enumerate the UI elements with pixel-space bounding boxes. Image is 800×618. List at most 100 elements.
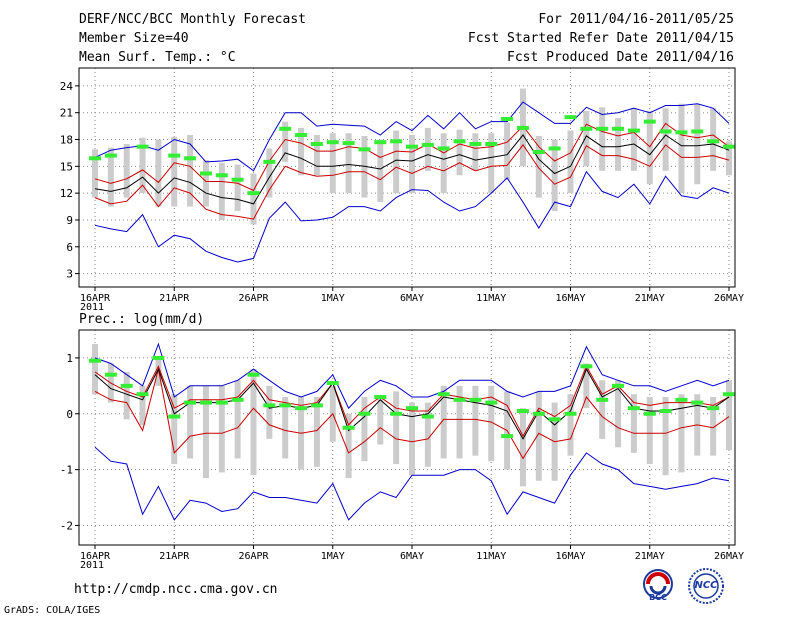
obs-marker [548, 146, 561, 151]
ensemble-box [250, 173, 257, 225]
ensemble-box [171, 136, 178, 207]
x-tick-label: 26APR [238, 293, 269, 304]
ensemble-box [646, 110, 653, 185]
obs-marker [374, 140, 387, 145]
variable-label: Mean Surf. Temp.: °C [79, 50, 236, 65]
ensemble-box [409, 135, 415, 194]
ensemble-box [630, 108, 637, 171]
ensemble-box [519, 408, 526, 487]
ensemble-box [726, 380, 732, 451]
obs-marker [342, 425, 355, 430]
ensemble-box [218, 162, 225, 220]
obs-marker [453, 139, 466, 144]
y-tick-label: 6 [66, 241, 73, 254]
obs-marker [532, 411, 545, 416]
x-tick-year: 2011 [80, 302, 104, 313]
mean-minus-sd-line [94, 144, 730, 220]
obs-marker [627, 128, 640, 133]
obs-marker [374, 395, 387, 400]
obs-marker [199, 400, 212, 405]
ensemble-box [456, 129, 463, 176]
ensemble-box [456, 385, 463, 459]
plot-frame [78, 329, 736, 546]
ensemble-box [345, 133, 352, 194]
x-tick-label: 16APR [80, 293, 111, 304]
obs-marker [485, 141, 498, 146]
ensemble-box [710, 397, 717, 456]
obs-marker [469, 141, 482, 146]
ensemble-box [123, 371, 130, 420]
obs-marker [247, 372, 260, 377]
precip-title: Prec.: log(mm/d) [79, 312, 204, 327]
ensemble-box [282, 121, 289, 162]
obs-marker [485, 400, 498, 405]
ensemble-box [694, 103, 701, 185]
obs-marker [612, 126, 625, 131]
obs-marker [263, 159, 276, 164]
ensemble-box [599, 380, 606, 439]
obs-marker [215, 173, 228, 178]
obs-marker [516, 408, 529, 413]
y-tick-label: -1 [60, 464, 73, 477]
obs-marker [279, 403, 292, 408]
ensemble-box [234, 380, 241, 459]
ensemble-box [630, 394, 637, 453]
obs-marker [358, 411, 371, 416]
x-tick-label: 16APR [80, 551, 111, 562]
ensemble-box [488, 133, 495, 194]
ensemble-box [234, 164, 241, 212]
ensemble-box [266, 148, 273, 198]
obs-marker [295, 133, 308, 138]
obs-marker [89, 358, 101, 363]
obs-marker [199, 171, 212, 176]
obs-marker [136, 392, 149, 397]
x-tick-label: 6MAY [400, 293, 424, 304]
x-tick-label: 11MAY [476, 551, 506, 562]
obs-marker [168, 153, 181, 158]
y-tick-label: 9 [66, 214, 73, 227]
obs-marker [358, 147, 371, 152]
ensemble-box [313, 397, 320, 467]
y-tick-label: 18 [60, 134, 73, 147]
chart-title: DERF/NCC/BCC Monthly Forecast [79, 12, 306, 27]
source-url[interactable]: http://cmdp.ncc.cma.gov.cn [74, 582, 278, 597]
ensemble-box [726, 141, 732, 176]
x-tick-label: 21MAY [635, 551, 665, 562]
min-line [94, 446, 730, 521]
grads-credit: GrADS: COLA/IGES [4, 605, 101, 616]
ensemble-box [662, 108, 669, 171]
y-tick-label: 15 [60, 160, 73, 173]
obs-marker [406, 144, 418, 149]
max-line [94, 101, 730, 172]
ensemble-box [345, 413, 352, 478]
obs-marker [675, 130, 688, 135]
x-tick-label: 21APR [159, 293, 190, 304]
obs-marker [184, 156, 197, 161]
x-tick-label: 6MAY [400, 551, 424, 562]
ensemble-box [171, 394, 178, 465]
obs-marker [627, 406, 640, 411]
ensemble-box [92, 149, 98, 198]
ensemble-box [298, 127, 305, 176]
ensemble-box [409, 402, 415, 476]
obs-marker [659, 408, 672, 413]
ncc-logo-text: NCC [694, 580, 718, 591]
obs-marker [310, 141, 323, 146]
obs-marker [247, 191, 260, 196]
obs-marker [469, 397, 482, 402]
mean-plus-sd-line [94, 365, 730, 438]
obs-marker [326, 140, 339, 145]
obs-marker [564, 411, 577, 416]
obs-marker [643, 119, 656, 124]
x-tick-label: 26MAY [714, 293, 744, 304]
obs-marker [675, 397, 688, 402]
y-tick-label: 1 [66, 352, 73, 365]
obs-marker [104, 153, 117, 158]
obs-marker [295, 406, 308, 411]
obs-marker [152, 355, 165, 360]
x-tick-label: 26APR [238, 551, 269, 562]
ensemble-box [393, 130, 400, 194]
ensemble-box [599, 107, 606, 171]
